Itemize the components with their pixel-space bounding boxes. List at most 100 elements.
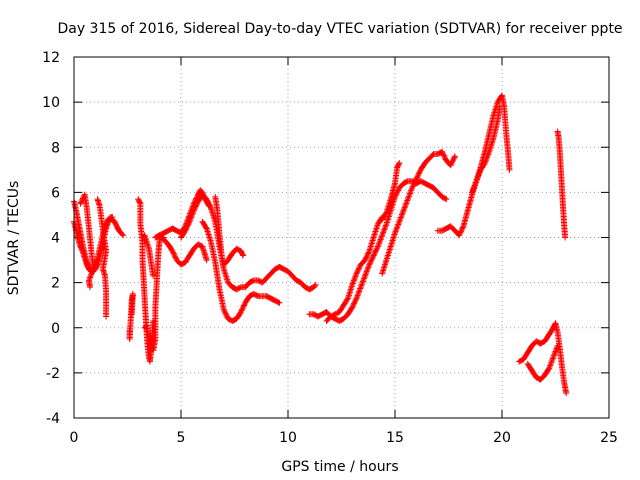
data-point — [485, 150, 492, 157]
data-point — [412, 177, 419, 184]
data-point — [109, 214, 116, 221]
data-point — [401, 204, 408, 211]
data-point — [400, 208, 407, 215]
data-point — [548, 359, 555, 366]
x-tick-label: 5 — [177, 430, 186, 446]
data-point — [312, 281, 319, 288]
data-point — [185, 221, 192, 228]
data-point — [364, 251, 371, 258]
data-point — [362, 272, 369, 279]
data-point — [550, 354, 557, 361]
y-tick-label: 0 — [51, 321, 60, 337]
data-point — [402, 201, 409, 208]
x-tick-label: 20 — [493, 430, 511, 446]
data-point — [351, 300, 358, 307]
data-point — [188, 213, 195, 220]
data-point — [136, 199, 143, 206]
data-point — [381, 225, 388, 232]
data-point — [355, 265, 362, 272]
data-point — [373, 247, 380, 254]
data-point — [190, 208, 197, 215]
data-point — [240, 303, 247, 310]
data-point — [481, 160, 488, 167]
data-point — [413, 175, 420, 182]
data-point — [362, 255, 369, 262]
data-point — [184, 222, 191, 229]
data-point — [550, 352, 557, 359]
data-point — [380, 229, 387, 236]
data-point — [392, 229, 398, 236]
data-point — [393, 227, 400, 234]
data-point — [450, 155, 457, 162]
data-point — [354, 294, 361, 301]
data-point — [187, 217, 194, 224]
data-point — [394, 222, 401, 229]
data-point — [170, 250, 177, 257]
data-point — [369, 253, 376, 260]
data-point — [549, 356, 556, 363]
data-point — [351, 276, 358, 283]
data-point — [349, 304, 356, 311]
data-point — [189, 211, 196, 218]
data-point — [379, 232, 386, 239]
data-point — [183, 225, 190, 232]
data-points — [71, 92, 570, 397]
data-point — [187, 215, 194, 222]
data-point — [206, 202, 213, 209]
data-point — [352, 297, 359, 304]
data-point — [205, 200, 212, 207]
data-point — [192, 203, 199, 210]
data-point — [407, 189, 414, 196]
data-point — [411, 179, 418, 186]
data-point — [392, 228, 399, 235]
data-point — [472, 180, 479, 187]
data-point — [377, 236, 384, 243]
data-point — [223, 313, 230, 320]
data-point — [393, 191, 400, 198]
data-point — [363, 270, 370, 277]
x-tick-label: 10 — [279, 430, 297, 446]
data-point — [188, 214, 195, 221]
data-point — [207, 203, 214, 210]
y-tick-label: -4 — [46, 411, 60, 427]
data-point — [192, 204, 199, 211]
data-point — [366, 261, 373, 268]
y-tick-label: 8 — [51, 140, 60, 156]
data-point — [364, 265, 371, 272]
data-point — [458, 228, 465, 235]
data-point — [456, 232, 463, 239]
data-point — [484, 154, 491, 161]
data-point — [485, 151, 492, 158]
data-point — [354, 268, 361, 275]
y-tick-label: 2 — [51, 276, 60, 292]
data-point — [89, 267, 96, 274]
data-point — [193, 202, 200, 209]
data-point — [357, 285, 364, 292]
data-point — [375, 242, 382, 249]
data-point — [370, 252, 377, 259]
data-point — [399, 210, 406, 217]
data-point — [352, 273, 359, 280]
data-point — [169, 248, 176, 255]
data-point — [441, 153, 448, 160]
data-point — [356, 288, 363, 295]
data-point — [186, 218, 193, 225]
data-point — [393, 225, 400, 232]
data-point — [87, 284, 94, 291]
data-point — [482, 157, 489, 164]
data-point — [440, 151, 447, 158]
data-point — [416, 169, 423, 176]
data-point — [459, 225, 466, 232]
data-point — [451, 154, 458, 161]
data-point — [239, 251, 246, 258]
data-point — [506, 166, 513, 173]
data-point — [353, 295, 360, 302]
data-point — [472, 179, 479, 186]
data-point — [474, 173, 481, 180]
data-point — [397, 214, 404, 221]
data-point — [360, 275, 367, 282]
data-point — [356, 264, 363, 271]
data-point — [409, 184, 416, 191]
data-point — [442, 195, 449, 202]
